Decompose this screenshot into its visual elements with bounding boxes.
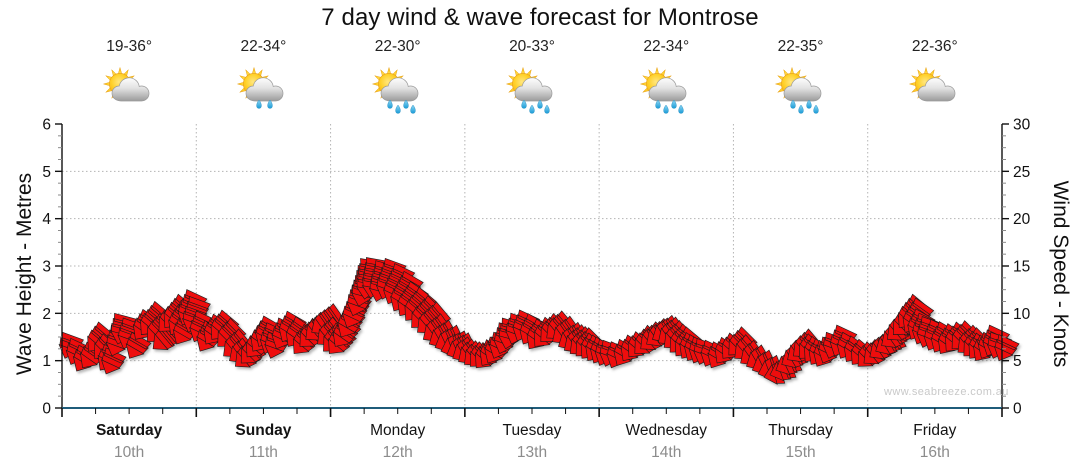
sun-cloud-icon (102, 66, 150, 102)
sun-cloud-rain-icon (774, 66, 821, 114)
day-date: 12th (382, 444, 413, 461)
day-footer-row: Saturday 10th Sunday 11th Monday 12th Tuesday 1… (62, 420, 1002, 464)
day-date: 11th (248, 444, 278, 461)
wind-barb (311, 303, 347, 335)
day-date: 15th (785, 444, 816, 461)
day-name: Monday (370, 422, 426, 439)
day-footer-monday: Monday 12th (331, 420, 465, 464)
day-header-saturday: 19-36° (62, 38, 196, 124)
day-date: 10th (114, 444, 145, 461)
watermark: www.seabreeze.com.au (884, 386, 1009, 398)
day-name: Sunday (235, 422, 292, 439)
right-axis-label: 10 (1013, 306, 1031, 323)
day-header-friday: 22-36° (868, 38, 1002, 124)
wind-barb (125, 331, 152, 359)
left-axis-label: 6 (42, 117, 51, 134)
right-axis-label: 30 (1013, 117, 1031, 134)
day-date: 16th (919, 444, 950, 461)
wind-barb (993, 334, 1020, 362)
sun-cloud-rain-icon (236, 66, 284, 109)
wind-barb-series (58, 257, 1020, 385)
temperature-range: 22-35° (777, 38, 824, 55)
day-date: 13th (516, 444, 548, 461)
day-header-wednesday: 22-34° (599, 38, 733, 124)
day-header-sunday: 22-34° (196, 38, 330, 124)
left-axis-label: 2 (42, 306, 51, 323)
page-title: 7 day wind & wave forecast for Montrose (321, 4, 759, 31)
day-footer-friday: Friday 16th (868, 420, 1002, 464)
left-axis-label: 4 (42, 211, 51, 228)
sun-cloud-icon (908, 66, 956, 102)
day-date: 14th (651, 444, 682, 461)
sun-cloud-rain-icon (639, 66, 687, 114)
right-axis-label: 20 (1013, 211, 1031, 228)
left-axis-label: 5 (42, 164, 51, 181)
day-header-tuesday: 20-33° (465, 38, 599, 124)
day-footer-sunday: Sunday 11th (196, 420, 330, 464)
day-name: Saturday (95, 422, 163, 439)
temperature-range: 20-33° (509, 38, 555, 55)
right-axis-label: 25 (1013, 164, 1030, 181)
temperature-range: 22-34° (240, 38, 287, 55)
temperature-range: 19-36° (106, 38, 153, 55)
wind-barb (100, 347, 127, 375)
right-axis-label: 5 (1013, 353, 1022, 370)
temperature-range: 22-30° (374, 38, 421, 55)
day-footer-wednesday: Wednesday 14th (599, 420, 733, 464)
temperature-range: 22-34° (643, 38, 690, 55)
day-name: Wednesday (625, 422, 708, 439)
day-name: Tuesday (502, 422, 562, 439)
day-footer-tuesday: Tuesday 13th (465, 420, 599, 464)
day-name: Friday (913, 422, 957, 439)
left-axis-label: 0 (42, 401, 51, 418)
temperature-range: 22-36° (911, 38, 958, 55)
day-header-row: 19-36° 22-34° 22-30° 20-33° 22-34° 22-35° 22-3… (62, 38, 1002, 124)
day-header-monday: 22-30° (331, 38, 465, 124)
day-footer-thursday: Thursday 15th (733, 420, 867, 464)
right-axis-label: 0 (1013, 401, 1022, 418)
left-axis-label: 3 (42, 259, 51, 276)
day-name: Thursday (768, 422, 833, 439)
sun-cloud-rain-icon (371, 66, 419, 114)
day-footer-saturday: Saturday 10th (62, 420, 196, 464)
left-axis-label: 1 (42, 353, 51, 370)
sun-cloud-rain-icon (505, 66, 553, 114)
day-header-thursday: 22-35° (733, 38, 867, 124)
right-axis-label: 15 (1013, 259, 1030, 276)
